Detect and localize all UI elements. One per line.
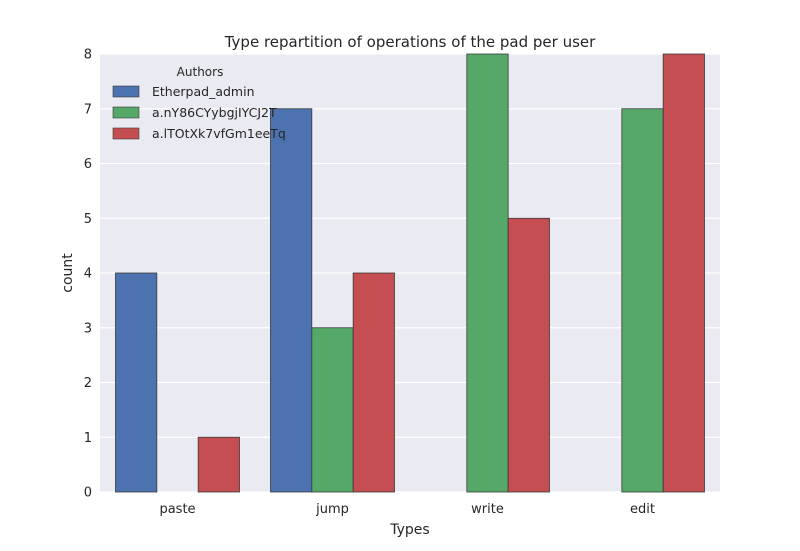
y-axis-ticks: 0 1 2 3 4 5 6 7 8 bbox=[84, 48, 92, 501]
bar-jump-0 bbox=[270, 108, 313, 493]
y-axis-label: count bbox=[60, 253, 76, 293]
y-tick-label: 2 bbox=[84, 376, 92, 391]
legend-swatch bbox=[112, 106, 140, 119]
legend-entry-label: a.nY86CYybgjIYCJ2T bbox=[152, 105, 277, 120]
bar-jump-1 bbox=[311, 327, 354, 493]
legend: Authors Etherpad_admin a.nY86CYybgjIYCJ2T… bbox=[112, 65, 286, 141]
bar-edit-1 bbox=[621, 108, 664, 493]
legend-entry-label: Etherpad_admin bbox=[152, 84, 255, 99]
bar-jump-2 bbox=[352, 272, 395, 493]
legend-title: Authors bbox=[177, 65, 224, 79]
x-tick-label: edit bbox=[630, 502, 655, 517]
bar-paste-2 bbox=[197, 436, 240, 493]
y-tick-label: 3 bbox=[84, 321, 92, 336]
y-tick-label: 4 bbox=[84, 267, 92, 282]
bar-write-1 bbox=[466, 53, 509, 493]
bars bbox=[115, 53, 705, 493]
legend-swatch bbox=[112, 85, 140, 98]
x-axis-label: Types bbox=[389, 522, 429, 538]
legend-entry-label: a.lTOtXk7vfGm1eeTq bbox=[152, 126, 286, 141]
bar-paste-0 bbox=[115, 272, 158, 493]
x-tick-label: jump bbox=[315, 502, 349, 517]
bar-edit-2 bbox=[662, 53, 705, 493]
x-tick-label: write bbox=[471, 502, 504, 517]
chart-title: Type repartition of operations of the pa… bbox=[224, 33, 596, 51]
x-axis-ticks: paste jump write edit bbox=[159, 502, 655, 517]
x-tick-label: paste bbox=[159, 502, 195, 517]
y-tick-label: 8 bbox=[84, 48, 92, 63]
bar-write-2 bbox=[507, 217, 550, 493]
legend-swatch bbox=[112, 127, 140, 140]
y-tick-label: 6 bbox=[84, 157, 92, 172]
y-tick-label: 5 bbox=[84, 212, 92, 227]
y-tick-label: 1 bbox=[84, 431, 92, 446]
y-tick-label: 0 bbox=[84, 486, 92, 501]
y-tick-label: 7 bbox=[84, 102, 92, 117]
